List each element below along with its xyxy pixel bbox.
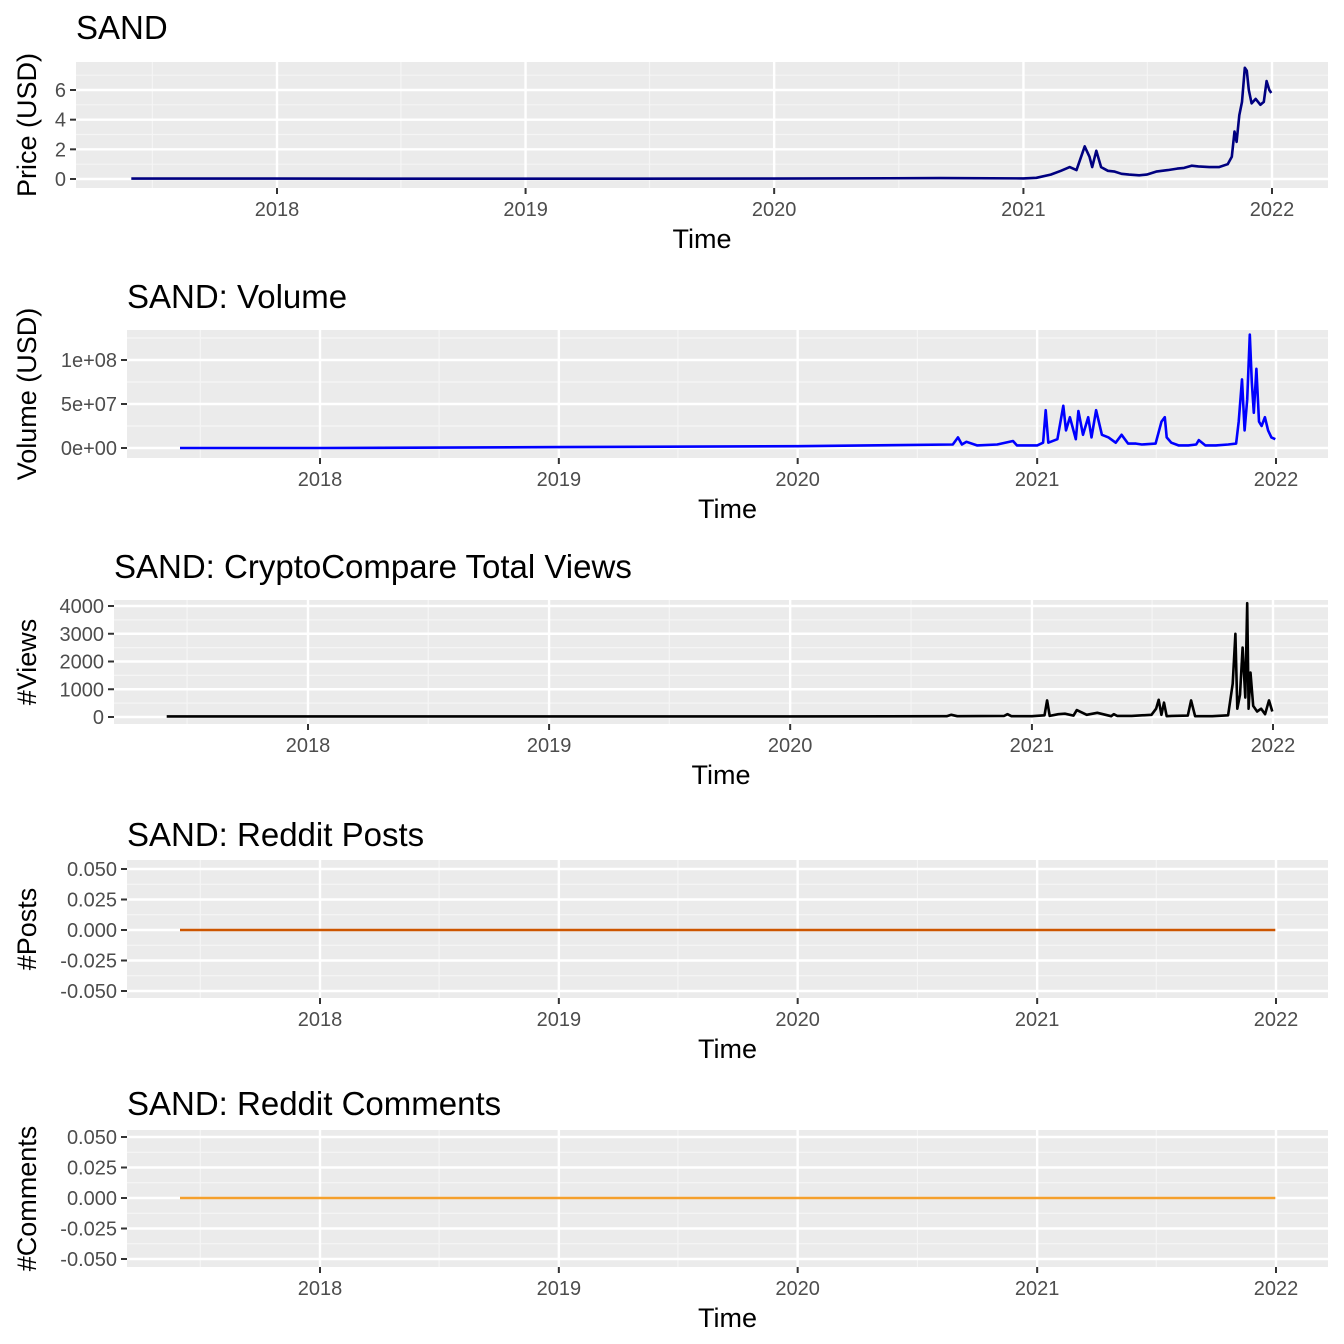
x-tick-label: 2019: [503, 199, 548, 221]
x-tick-label: 2022: [1254, 469, 1299, 491]
x-tick-label: 2020: [775, 469, 820, 491]
x-tick-label: 2020: [752, 199, 797, 221]
chart-title: SAND: CryptoCompare Total Views: [114, 548, 632, 585]
x-axis-title: Time: [698, 1034, 757, 1064]
chart-title: SAND: Reddit Comments: [127, 1085, 501, 1122]
y-tick-label: 3000: [60, 624, 105, 646]
y-tick-label: 0.050: [67, 1127, 117, 1149]
y-axis-title: Volume (USD): [12, 308, 42, 481]
y-tick-label: 0.025: [67, 890, 117, 912]
y-tick-label: -0.025: [60, 951, 117, 973]
x-tick-label: 2019: [527, 735, 572, 757]
y-tick-label: 4: [55, 110, 66, 132]
y-tick-label: 0: [93, 707, 104, 729]
y-tick-label: -0.050: [60, 981, 117, 1003]
y-axis-title: #Comments: [12, 1126, 42, 1272]
chart-panel: 2018 2019 2020 2021 2022 -0.050 -0.025 0.000 0.0…: [12, 1085, 1328, 1333]
y-tick-label: 0: [55, 169, 66, 191]
x-tick-label: 2018: [298, 1009, 343, 1031]
x-axis-title: Time: [692, 760, 751, 790]
y-tick-label: 5e+07: [61, 394, 117, 416]
x-axis-title: Time: [698, 1303, 757, 1333]
x-tick-label: 2018: [298, 1278, 343, 1300]
x-tick-label: 2018: [298, 469, 343, 491]
chart-panel: 2018 2019 2020 2021 2022 0 2 4 6 SAND Time Price (U…: [12, 9, 1328, 254]
y-tick-label: 6: [55, 80, 66, 102]
y-tick-label: 0.000: [67, 1188, 117, 1210]
chart-title: SAND: Reddit Posts: [127, 816, 424, 853]
x-tick-label: 2021: [1015, 1009, 1060, 1031]
y-tick-label: 1e+08: [61, 350, 117, 372]
x-tick-label: 2018: [255, 199, 300, 221]
plot-background: [76, 62, 1328, 188]
y-tick-label: 0.025: [67, 1158, 117, 1180]
x-tick-label: 2020: [775, 1009, 820, 1031]
y-tick-label: 4000: [60, 596, 105, 618]
x-tick-label: 2022: [1250, 199, 1295, 221]
y-tick-label: 0.000: [67, 920, 117, 942]
x-axis-title: Time: [673, 224, 732, 254]
y-tick-label: 1000: [60, 679, 105, 701]
x-tick-label: 2019: [537, 469, 582, 491]
x-tick-label: 2021: [1015, 469, 1060, 491]
y-axis-title: #Posts: [12, 888, 42, 971]
x-tick-label: 2021: [1010, 735, 1055, 757]
y-axis-title: #Views: [12, 619, 42, 706]
chart-title: SAND: [76, 9, 168, 46]
series-line: [166, 601, 1274, 718]
y-tick-label: 2: [55, 139, 66, 161]
x-tick-label: 2021: [1001, 199, 1046, 221]
chart-panel: 2018 2019 2020 2021 2022 0 1000 2000 3000 4000 SAN…: [12, 548, 1328, 790]
x-tick-label: 2022: [1251, 735, 1296, 757]
y-tick-label: -0.025: [60, 1219, 117, 1241]
x-tick-label: 2022: [1254, 1278, 1299, 1300]
x-tick-label: 2018: [286, 735, 331, 757]
chart-panel: 2018 2019 2020 2021 2022 -0.050 -0.025 0.000 0.0…: [12, 816, 1328, 1064]
series-line: [180, 333, 1276, 450]
x-tick-label: 2021: [1015, 1278, 1060, 1300]
chart-panel: 2018 2019 2020 2021 2022 0e+00 5e+07 1e+08 SAND:…: [12, 278, 1328, 524]
y-tick-label: -0.050: [60, 1249, 117, 1271]
y-tick-label: 0.050: [67, 859, 117, 881]
x-axis-title: Time: [698, 494, 757, 524]
y-tick-label: 2000: [60, 652, 105, 674]
x-tick-label: 2020: [775, 1278, 820, 1300]
x-tick-label: 2020: [768, 735, 813, 757]
y-tick-label: 0e+00: [61, 438, 117, 460]
plot-background: [127, 330, 1328, 458]
x-tick-label: 2019: [537, 1278, 582, 1300]
series-line: [131, 66, 1273, 180]
x-tick-label: 2019: [537, 1009, 582, 1031]
x-tick-label: 2022: [1254, 1009, 1299, 1031]
chart-title: SAND: Volume: [127, 278, 347, 315]
y-axis-title: Price (USD): [12, 53, 42, 197]
